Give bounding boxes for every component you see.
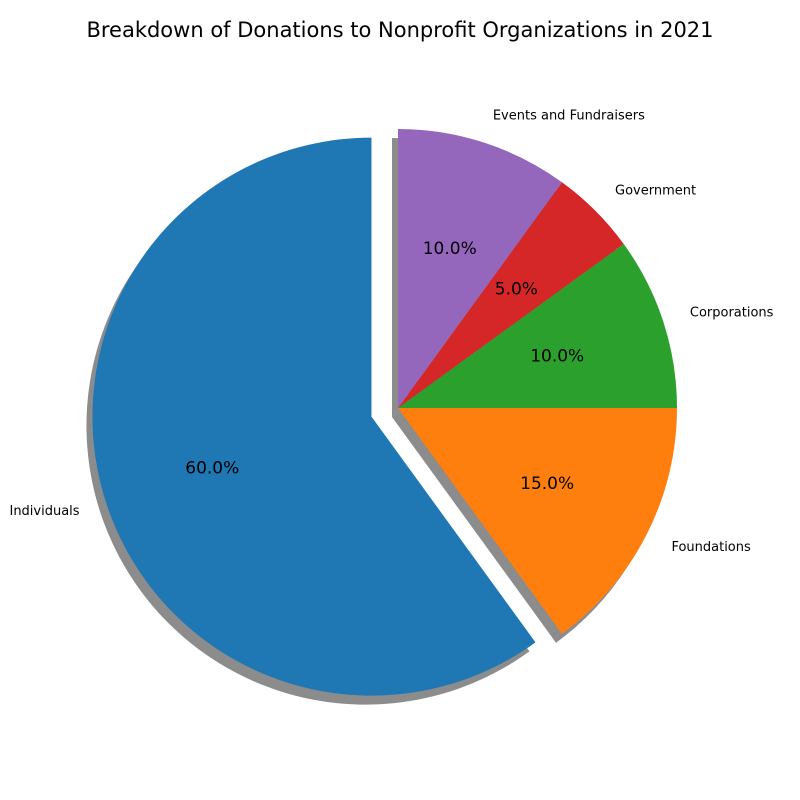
slice-label-foundations: Foundations	[671, 540, 751, 555]
chart-title: Breakdown of Donations to Nonprofit Orga…	[86, 18, 714, 42]
slice-percent-corporations: 10.0%	[530, 346, 584, 366]
slice-percent-events-and-fundraisers: 10.0%	[423, 239, 477, 259]
pie-slice-events-and-fundraisers	[398, 129, 562, 408]
slice-label-corporations: Corporations	[690, 306, 774, 321]
slice-label-government: Government	[615, 183, 696, 198]
pie-slice-corporations	[398, 244, 677, 408]
slice-percent-government: 5.0%	[495, 280, 538, 300]
slice-label-individuals: Individuals	[9, 504, 79, 519]
pie-slice-foundations	[398, 408, 677, 634]
pie-slice-layer	[92, 129, 677, 696]
pie-label-layer: Individuals 60.0% Foundations 15.0% Corporat…	[9, 109, 773, 555]
slice-label-events-and-fundraisers: Events and Fundraisers	[493, 109, 645, 124]
slice-percent-foundations: 15.0%	[520, 474, 574, 494]
pie-slice-government	[398, 182, 624, 408]
slice-percent-individuals: 60.0%	[185, 458, 239, 478]
pie-slice-individuals	[92, 137, 536, 696]
